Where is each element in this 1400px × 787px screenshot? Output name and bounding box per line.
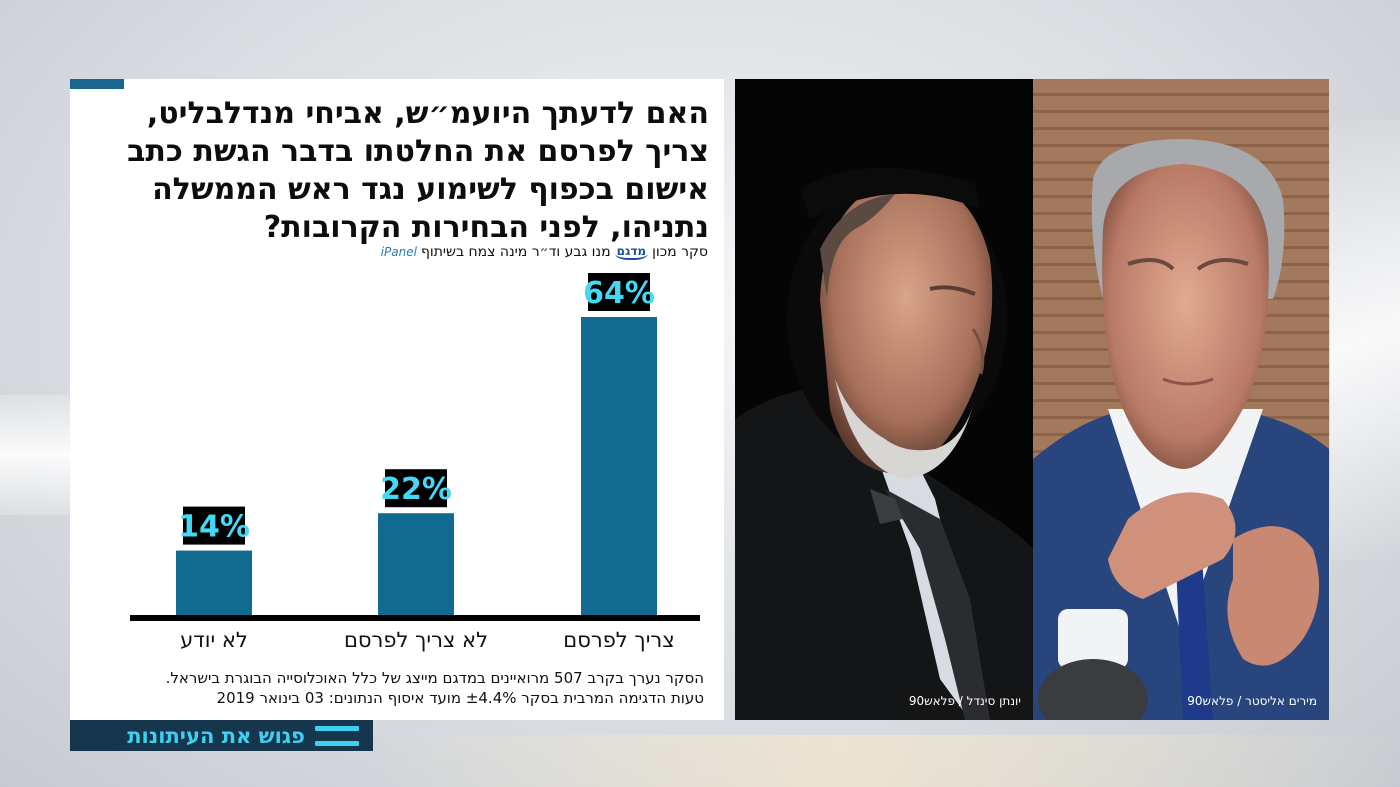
footnote-line-1: הסקר נערך בקרב 507 מרואיינים במדגם מייצג… (165, 669, 704, 687)
photo-credit-left: יונתן סינדל / פלאש90 (908, 694, 1021, 708)
category-label: לא צריך לפרסם (344, 628, 488, 652)
footnote-line-2: טעות הדגימה המרבית בסקר ±4.4% מועד איסוף… (216, 689, 704, 707)
bar (378, 513, 454, 616)
bar (581, 317, 657, 616)
photo-credit-right: מירים אליסטר / פלאש90 (1187, 694, 1317, 708)
poll-footnote: הסקר נערך בקרב 507 מרואיינים במדגם מייצג… (84, 668, 704, 708)
ipanel-logo: iPanel (380, 245, 417, 259)
photo-mandelblit: יונתן סינדל / פלאש90 (735, 79, 1033, 720)
photo-netanyahu: מירים אליסטר / פלאש90 (1033, 79, 1329, 720)
poll-source: סקר מכון מדגם מנו גבע וד״ר מינה צמח בשית… (381, 241, 708, 263)
madagam-logo: מדגם (614, 244, 649, 260)
background-light-streak (380, 735, 1400, 787)
background-light-streak (0, 395, 72, 515)
background-light-streak (1330, 120, 1400, 560)
menu-lines-icon (315, 725, 359, 746)
category-label: צריך לפרסם (563, 628, 674, 652)
value-label-bg (385, 469, 447, 508)
program-strip: פגוש את העיתונות (70, 720, 373, 751)
portrait-illustration (735, 167, 1033, 720)
panel-accent-bar (70, 79, 124, 89)
bar-chart: 64% צריך לפרסם 22% לא צריך לפרסם 14% לא יודע (130, 273, 700, 652)
source-text: סקר מכון (652, 244, 708, 260)
value-label: 14% (178, 510, 250, 545)
source-text-2: מנו גבע וד״ר מינה צמח בשיתוף (420, 244, 611, 260)
bar (176, 550, 252, 616)
portrait-illustration (1033, 139, 1329, 720)
category-label: לא יודע (180, 628, 248, 652)
value-label-bg (588, 273, 650, 311)
value-label: 64% (583, 276, 655, 311)
poll-question: האם לדעתך היועמ״ש, אביחי מנדלבליט, צריך … (127, 96, 709, 245)
value-label: 22% (380, 472, 452, 507)
value-label-bg (183, 506, 245, 545)
program-title: פגוש את העיתונות (127, 723, 305, 748)
poll-panel: האם לדעתך היועמ״ש, אביחי מנדלבליט, צריך … (70, 79, 724, 720)
